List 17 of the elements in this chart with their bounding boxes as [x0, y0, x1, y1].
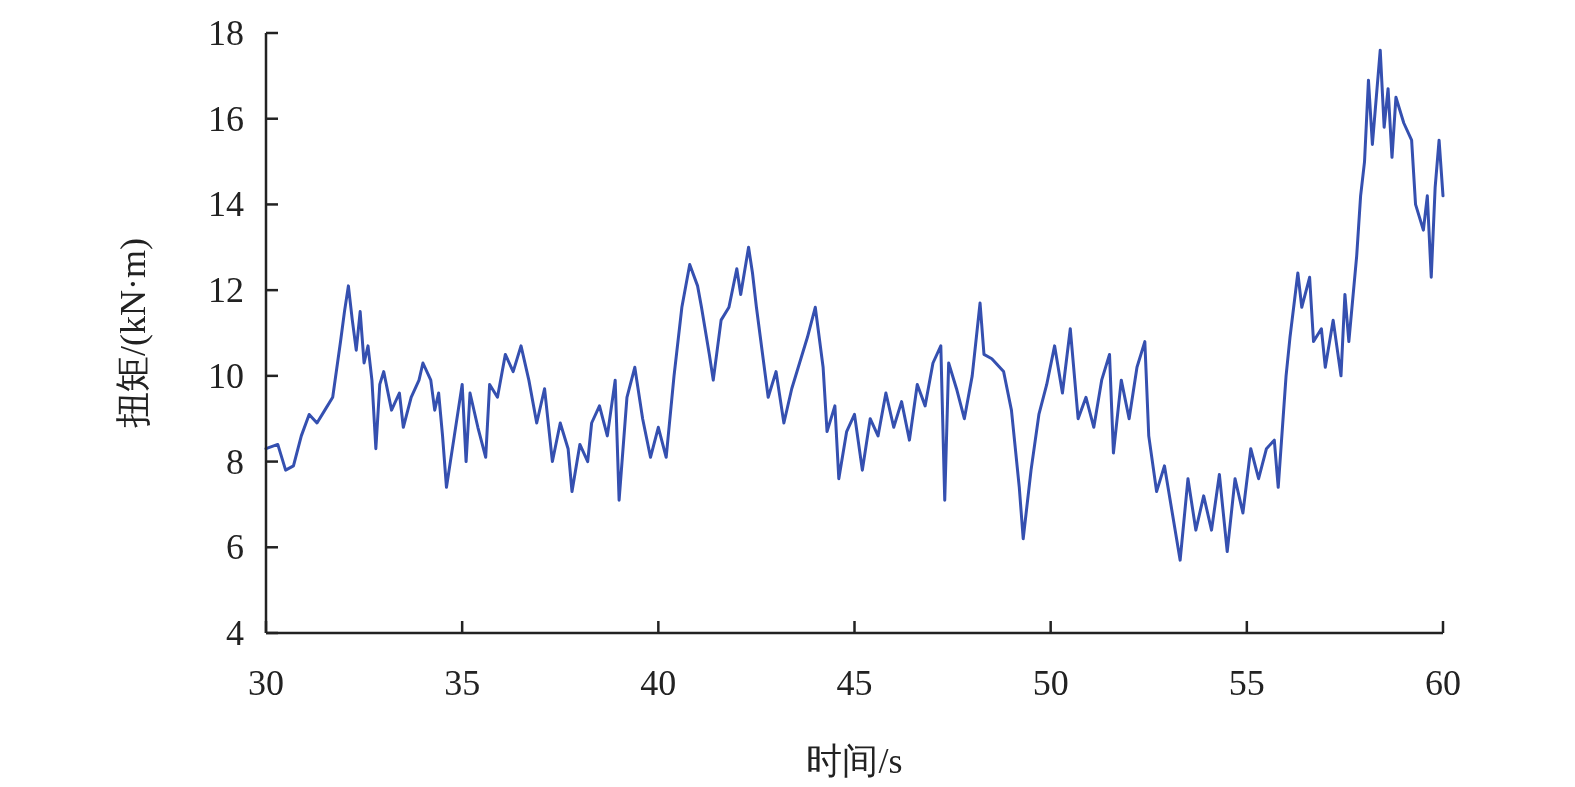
x-tick-label: 60 — [1425, 663, 1461, 703]
y-tick-label: 8 — [226, 441, 244, 482]
y-tick-label: 18 — [208, 13, 244, 53]
y-tick-label: 10 — [208, 355, 244, 396]
y-tick-label: 16 — [208, 98, 244, 139]
x-tick-label: 55 — [1228, 663, 1265, 703]
x-tick-label: 30 — [248, 663, 284, 703]
y-axis-title: 扭矩/(kN·m) — [113, 238, 153, 428]
x-tick-label: 50 — [1032, 663, 1069, 703]
x-tick-label: 35 — [444, 663, 481, 703]
x-tick-label: 45 — [836, 663, 873, 703]
x-axis-title: 时间/s — [806, 741, 903, 781]
y-tick-label: 12 — [208, 270, 244, 311]
y-tick-label: 6 — [226, 527, 244, 568]
y-tick-label: 14 — [208, 184, 244, 225]
y-tick-label: 4 — [226, 613, 244, 653]
x-tick-label: 40 — [640, 663, 677, 703]
